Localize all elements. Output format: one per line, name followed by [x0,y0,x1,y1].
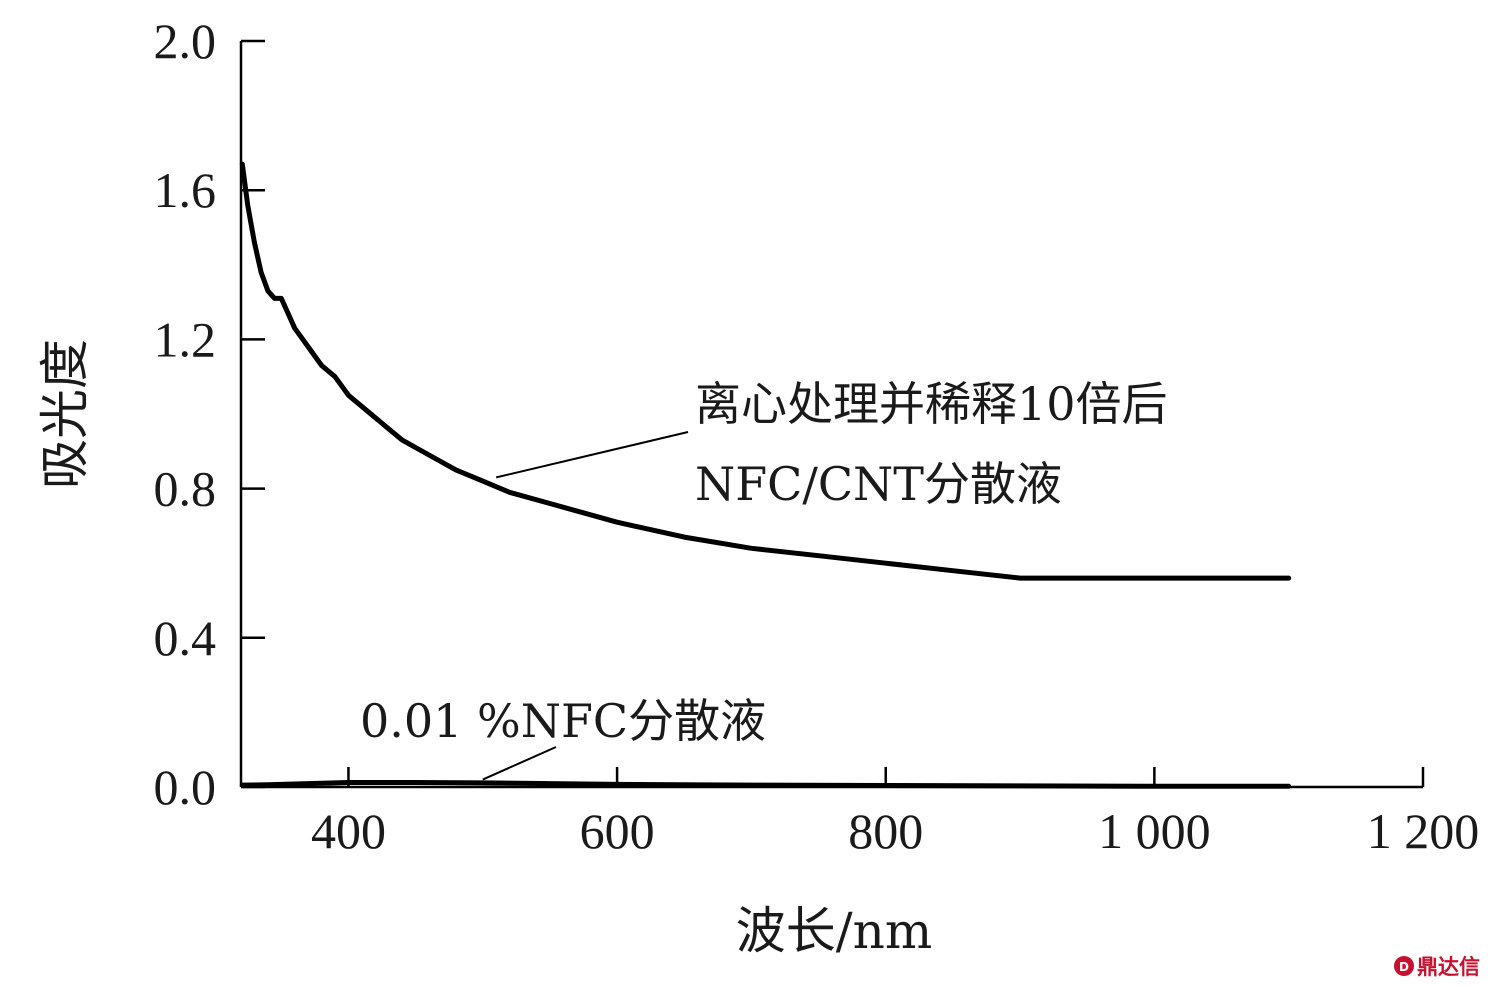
x-axis-title: 波长/nm [736,902,932,960]
y-tick-label: 1.2 [154,311,217,367]
y-tick-label: 1.6 [154,162,217,218]
annotation-nfc: 0.01 %NFC分散液 [360,694,766,748]
leader-lines [482,431,689,781]
x-ticks: 400 600 800 1 000 1 200 [311,767,1479,859]
annotation-nfc-cnt: 离心处理并稀释10倍后 NFC/CNT分散液 [695,377,1168,511]
annotation-nfc-cnt-line1: 离心处理并稀释10倍后 [695,377,1168,431]
y-tick-label: 0.8 [154,461,217,517]
y-tick-label: 2.0 [154,13,217,69]
x-tick-label: 600 [580,803,655,859]
plot-area: 400 600 800 1 000 1 200 0.0 0.4 0.8 1.2 1.6 2.0 [154,13,1480,859]
series-layer [239,161,1292,789]
y-axis-title: 吸光度 [36,339,94,489]
leader-line-nfc [482,746,557,781]
x-tick-label: 1 200 [1367,803,1480,859]
x-tick-label: 1 000 [1098,803,1211,859]
y-ticks: 0.0 0.4 0.8 1.2 1.6 2.0 [154,13,265,815]
x-tick-label: 400 [311,803,386,859]
series-line-0 [239,161,1292,581]
watermark-text: 鼎达信 [1417,955,1480,979]
y-tick-label: 0.4 [154,610,217,666]
leader-line-nfc-cnt [495,431,689,479]
annotation-nfc-cnt-line2: NFC/CNT分散液 [695,457,1062,511]
watermark: D 鼎达信 [1394,955,1480,979]
y-tick-label: 0.0 [154,759,217,815]
watermark-logo-glyph: D [1399,960,1409,974]
annotation-nfc-line1: 0.01 %NFC分散液 [360,694,766,748]
watermark-logo-icon [1394,956,1414,976]
x-tick-label: 800 [848,803,923,859]
series-line-1 [239,780,1292,789]
